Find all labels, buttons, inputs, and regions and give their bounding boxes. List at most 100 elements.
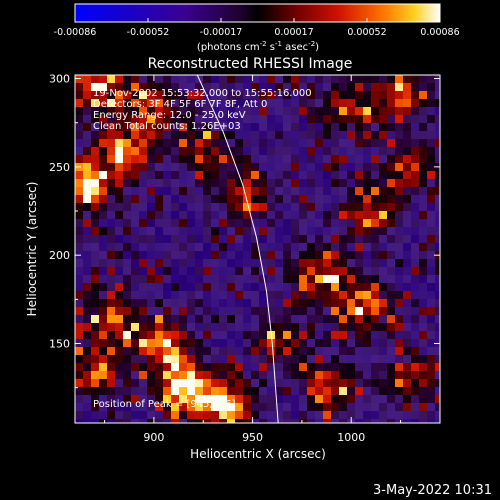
heatmap-cell xyxy=(115,83,123,91)
heatmap-cell xyxy=(91,211,99,219)
heatmap-cell xyxy=(147,363,155,371)
heatmap-cell xyxy=(363,115,371,123)
heatmap-cell xyxy=(259,363,267,371)
heatmap-cell xyxy=(107,299,115,307)
heatmap-cell xyxy=(267,251,275,259)
heatmap-cell xyxy=(99,131,107,139)
heatmap-cell xyxy=(163,195,171,203)
heatmap-cell xyxy=(355,403,363,411)
heatmap-cell xyxy=(259,123,267,131)
heatmap-cell xyxy=(163,219,171,227)
heatmap-cell xyxy=(435,171,440,179)
heatmap-cell xyxy=(219,155,227,163)
heatmap-cell xyxy=(99,259,107,267)
x-tick-label: 950 xyxy=(242,431,263,444)
heatmap-cell xyxy=(131,267,139,275)
heatmap-cell xyxy=(251,163,259,171)
heatmap-cell xyxy=(163,227,171,235)
heatmap-cell xyxy=(179,355,187,363)
heatmap-cell xyxy=(283,195,291,203)
heatmap-cell xyxy=(435,131,440,139)
heatmap-cell xyxy=(243,219,251,227)
heatmap-cell xyxy=(395,83,403,91)
heatmap-cell xyxy=(403,99,411,107)
heatmap-cell xyxy=(315,75,323,83)
heatmap-cell xyxy=(211,419,219,423)
heatmap-cell xyxy=(315,291,323,299)
heatmap-cell xyxy=(91,227,99,235)
heatmap-cell xyxy=(139,363,147,371)
heatmap-cell xyxy=(371,211,379,219)
heatmap-cell xyxy=(363,259,371,267)
heatmap-cell xyxy=(259,203,267,211)
heatmap-cell xyxy=(419,347,427,355)
heatmap-cell xyxy=(203,235,211,243)
heatmap-cell xyxy=(139,259,147,267)
heatmap-cell xyxy=(131,419,139,423)
heatmap-cell xyxy=(379,139,387,147)
heatmap-cell xyxy=(379,307,387,315)
heatmap-cell xyxy=(147,315,155,323)
heatmap-cell xyxy=(299,219,307,227)
heatmap-cell xyxy=(163,179,171,187)
heatmap-cell xyxy=(227,307,235,315)
heatmap-cell xyxy=(323,259,331,267)
heatmap-cell xyxy=(371,419,379,423)
heatmap-cell xyxy=(411,395,419,403)
heatmap-cell xyxy=(155,115,163,123)
heatmap-cell xyxy=(339,291,347,299)
heatmap-cell xyxy=(379,75,387,83)
heatmap-cell xyxy=(299,227,307,235)
heatmap-cell xyxy=(131,323,139,331)
heatmap-cell xyxy=(387,131,395,139)
heatmap-cell xyxy=(131,307,139,315)
heatmap-cell xyxy=(219,243,227,251)
heatmap-cell xyxy=(83,307,91,315)
heatmap-cell xyxy=(387,211,395,219)
heatmap-cell xyxy=(219,235,227,243)
heatmap-cell xyxy=(187,123,195,131)
heatmap-cell xyxy=(331,163,339,171)
heatmap-cell xyxy=(339,171,347,179)
heatmap-cell xyxy=(187,107,195,115)
heatmap-cell xyxy=(355,387,363,395)
heatmap-cell xyxy=(371,83,379,91)
heatmap-cell xyxy=(427,299,435,307)
heatmap-cell xyxy=(379,227,387,235)
heatmap-cell xyxy=(275,83,283,91)
heatmap-cell xyxy=(139,235,147,243)
heatmap-cell xyxy=(275,387,283,395)
heatmap-cell xyxy=(299,147,307,155)
heatmap-cell xyxy=(139,315,147,323)
heatmap-cell xyxy=(315,107,323,115)
heatmap-cell xyxy=(83,99,91,107)
heatmap-cell xyxy=(339,387,347,395)
heatmap-cell xyxy=(163,275,171,283)
heatmap-cell xyxy=(419,235,427,243)
heatmap-cell xyxy=(323,339,331,347)
heatmap-cell xyxy=(419,139,427,147)
heatmap-cell xyxy=(403,283,411,291)
heatmap-cell xyxy=(203,331,211,339)
heatmap-cell xyxy=(243,115,251,123)
heatmap-cell xyxy=(355,107,363,115)
heatmap-cell xyxy=(419,283,427,291)
heatmap-cell xyxy=(339,379,347,387)
heatmap-cell xyxy=(283,347,291,355)
heatmap-cell xyxy=(355,91,363,99)
heatmap-cell xyxy=(259,131,267,139)
heatmap-cell xyxy=(91,115,99,123)
heatmap-cell xyxy=(243,363,251,371)
heatmap-cell xyxy=(363,91,371,99)
heatmap-cell xyxy=(139,299,147,307)
colorbar xyxy=(74,3,441,23)
heatmap-cell xyxy=(107,275,115,283)
heatmap-cell xyxy=(155,235,163,243)
heatmap-cell xyxy=(363,123,371,131)
heatmap-cell xyxy=(371,331,379,339)
heatmap-cell xyxy=(315,211,323,219)
heatmap-cell xyxy=(91,123,99,131)
heatmap-cell xyxy=(115,131,123,139)
heatmap-cell xyxy=(411,323,419,331)
heatmap-cell xyxy=(299,291,307,299)
